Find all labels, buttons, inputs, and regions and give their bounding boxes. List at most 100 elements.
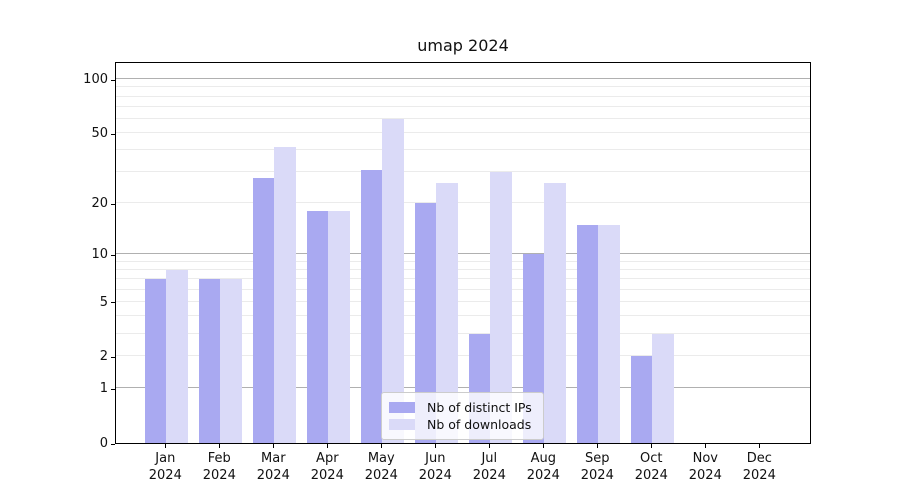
gridline-minor: [116, 288, 810, 290]
bar-downloads: [220, 279, 242, 443]
bar-downloads: [598, 224, 620, 443]
y-tick-label: 1: [99, 381, 108, 397]
y-tick-mark: [111, 302, 115, 304]
bar-distinct-ips: [414, 203, 437, 443]
x-tick-year: 2024: [202, 468, 236, 483]
gridline-minor: [116, 149, 810, 151]
x-tick-year: 2024: [580, 468, 614, 483]
x-tick-label: Aug 2024: [516, 450, 570, 484]
x-tick-mark: [272, 444, 274, 448]
x-tick-mark: [650, 444, 652, 448]
gridline-major: [116, 387, 810, 389]
x-tick-year: 2024: [418, 468, 452, 483]
gridline-minor: [116, 268, 810, 270]
x-tick-month: Jun: [425, 451, 446, 466]
x-tick-mark: [218, 444, 220, 448]
bar-downloads: [274, 146, 296, 443]
x-tick-label: Jun 2024: [408, 450, 462, 484]
gridline-minor: [116, 300, 810, 302]
x-tick-mark: [704, 444, 706, 448]
x-tick-label: Jan 2024: [138, 450, 192, 484]
x-tick-year: 2024: [310, 468, 344, 483]
bar-distinct-ips: [252, 177, 275, 443]
x-tick-year: 2024: [526, 468, 560, 483]
y-tick-mark: [111, 356, 115, 358]
y-tick-mark: [111, 443, 115, 445]
bar-distinct-ips: [576, 224, 599, 443]
x-tick-mark: [326, 444, 328, 448]
x-tick-year: 2024: [256, 468, 290, 483]
gridline-major: [116, 253, 810, 254]
bar-distinct-ips: [198, 279, 221, 443]
y-tick-label: 50: [91, 126, 108, 142]
x-tick-mark: [164, 444, 166, 448]
x-tick-year: 2024: [148, 468, 182, 483]
x-tick-year: 2024: [364, 468, 398, 483]
gridline-minor: [116, 86, 810, 88]
bar-downloads: [328, 210, 350, 443]
bar-downloads: [490, 172, 512, 443]
bar-downloads: [382, 119, 404, 443]
legend-item-distinct-ips: Nb of distinct IPs: [389, 399, 535, 416]
y-tick-label: 0: [99, 436, 108, 451]
legend-label-distinct-ips: Nb of distinct IPs: [427, 400, 532, 415]
x-tick-label: Nov 2024: [678, 450, 732, 484]
x-tick-mark: [488, 444, 490, 448]
y-tick-mark: [111, 254, 115, 256]
y-tick-label: 20: [91, 196, 108, 211]
x-tick-month: Jul: [481, 451, 498, 466]
bar-distinct-ips: [360, 169, 383, 443]
gridline-minor: [116, 315, 810, 317]
y-tick-label: 2: [99, 349, 108, 365]
x-tick-label: Mar 2024: [246, 450, 300, 484]
x-tick-mark: [596, 444, 598, 448]
x-tick-label: Apr 2024: [300, 450, 354, 484]
x-tick-month: May: [367, 451, 395, 466]
x-tick-year: 2024: [688, 468, 722, 483]
plot-area: [115, 62, 811, 444]
gridline-minor: [116, 118, 810, 119]
x-tick-label: Sep 2024: [570, 450, 624, 484]
x-tick-month: Sep: [585, 451, 610, 466]
x-tick-mark: [380, 444, 382, 448]
x-tick-month: Nov: [692, 451, 718, 466]
y-tick-label: 10: [91, 247, 108, 262]
bar-distinct-ips: [306, 210, 329, 443]
y-tick-mark: [111, 79, 115, 81]
gridline-minor: [116, 95, 810, 97]
y-tick-label: 5: [99, 294, 108, 310]
gridline-minor: [116, 260, 810, 262]
x-tick-year: 2024: [742, 468, 776, 483]
gridline-minor: [116, 171, 810, 173]
gridline-minor: [116, 355, 810, 357]
chart-title: umap 2024: [417, 36, 509, 55]
x-tick-month: Apr: [316, 451, 339, 466]
legend-swatch-distinct-ips: [389, 402, 415, 413]
gridline-minor: [116, 332, 810, 334]
x-tick-label: Feb 2024: [192, 450, 246, 484]
x-tick-label: Jul 2024: [462, 450, 516, 484]
x-tick-label: Dec 2024: [732, 450, 786, 484]
x-tick-year: 2024: [634, 468, 668, 483]
legend: Nb of distinct IPs Nb of downloads: [381, 392, 544, 440]
gridline-minor: [116, 278, 810, 280]
gridline-minor: [116, 132, 810, 134]
bar-distinct-ips: [144, 279, 167, 443]
x-tick-label: May 2024: [354, 450, 408, 484]
x-tick-month: Oct: [640, 451, 663, 466]
x-tick-month: Jan: [155, 451, 176, 466]
bar-downloads: [652, 333, 674, 443]
x-tick-year: 2024: [472, 468, 506, 483]
x-tick-label: Oct 2024: [624, 450, 678, 484]
y-tick-mark: [111, 133, 115, 135]
bar-downloads: [166, 269, 188, 443]
x-tick-month: Feb: [207, 451, 231, 466]
x-tick-month: Mar: [261, 451, 286, 466]
y-tick-label: 100: [83, 72, 108, 88]
bar-downloads: [544, 183, 566, 443]
legend-item-downloads: Nb of downloads: [389, 416, 535, 433]
gridline-major: [116, 78, 810, 80]
legend-swatch-downloads: [389, 419, 415, 430]
legend-label-downloads: Nb of downloads: [427, 417, 532, 432]
